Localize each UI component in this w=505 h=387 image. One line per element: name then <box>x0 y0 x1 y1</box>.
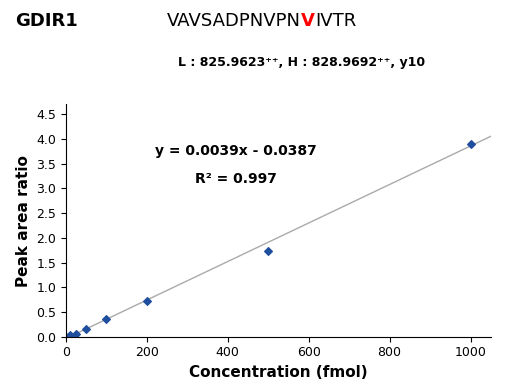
Text: L : 825.9623⁺⁺, H : 828.9692⁺⁺, y10: L : 825.9623⁺⁺, H : 828.9692⁺⁺, y10 <box>177 56 424 69</box>
Y-axis label: Peak area ratio: Peak area ratio <box>16 155 30 286</box>
Point <box>142 298 150 304</box>
Text: y = 0.0039x - 0.0387: y = 0.0039x - 0.0387 <box>155 144 316 158</box>
X-axis label: Concentration (fmol): Concentration (fmol) <box>188 365 367 380</box>
Point <box>72 331 80 337</box>
Point <box>66 332 74 339</box>
Point <box>466 140 474 147</box>
Text: GDIR1: GDIR1 <box>15 12 78 30</box>
Point <box>102 316 110 322</box>
Text: IVTR: IVTR <box>314 12 356 30</box>
Text: VAVSADPNVPN: VAVSADPNVPN <box>167 12 300 30</box>
Point <box>264 248 272 254</box>
Text: R² = 0.997: R² = 0.997 <box>194 172 276 186</box>
Point <box>82 326 90 332</box>
Point <box>62 334 70 340</box>
Text: V: V <box>300 12 314 30</box>
